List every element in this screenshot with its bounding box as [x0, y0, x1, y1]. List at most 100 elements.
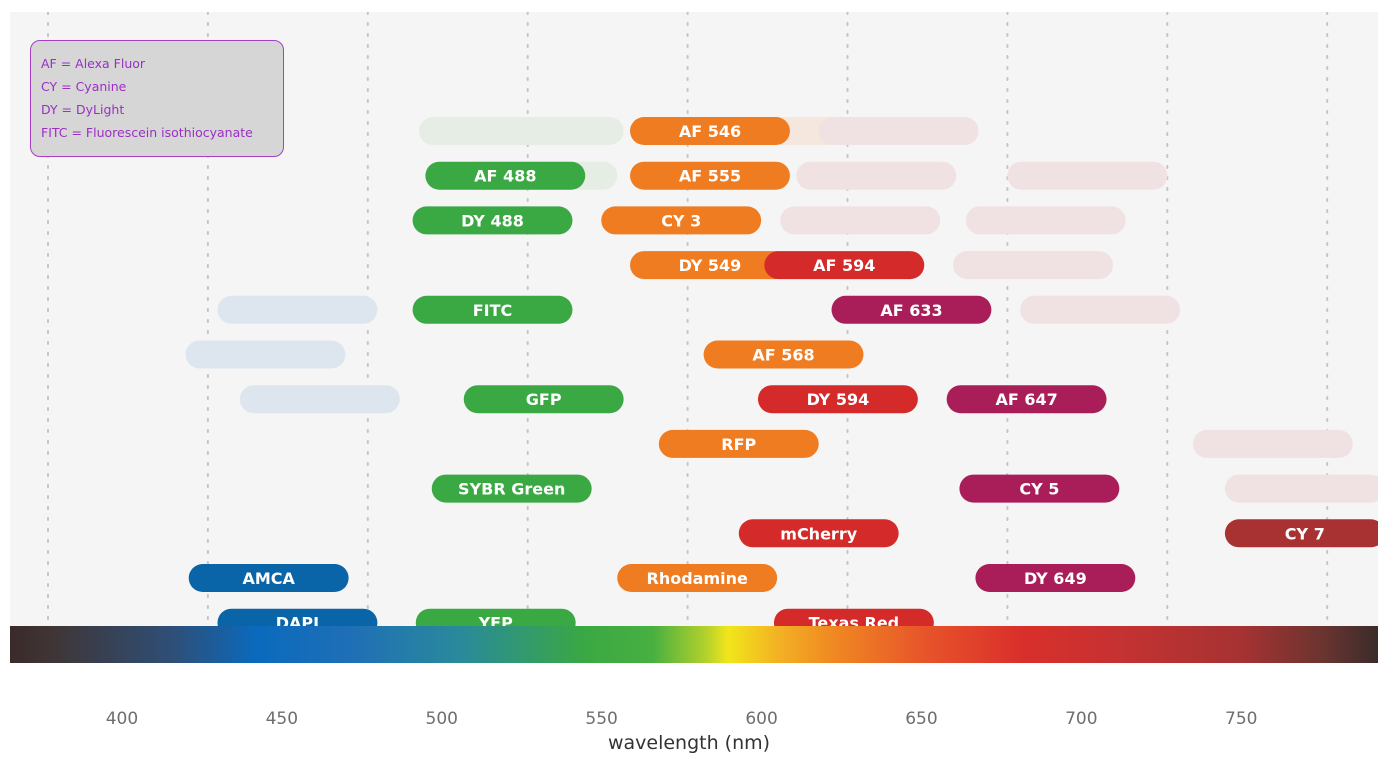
x-axis-label: wavelength (nm)	[607, 732, 771, 754]
fluorophore-label: AF 633	[880, 301, 942, 320]
fluorophore-label: DY 488	[461, 211, 524, 230]
fluorophore-label: AMCA	[242, 569, 295, 588]
fluorophore-bar-shape	[764, 251, 925, 280]
fluorophore-label: DY 649	[1024, 569, 1087, 588]
faded-range-bar	[965, 206, 1126, 235]
fluorophore-bar: CY 7	[1224, 519, 1378, 548]
fluorophore-label: GFP	[526, 390, 562, 409]
fluorophore-bar: mCherry	[738, 519, 899, 548]
faded-range-bar	[239, 385, 400, 414]
fluorophore-label: CY 5	[1019, 480, 1059, 499]
faded-range-bar	[796, 161, 957, 190]
fluorophore-label: DAPI	[276, 614, 319, 626]
faded-range-bar	[953, 251, 1113, 280]
fluorophore-bar-shape	[431, 474, 592, 503]
fluorophore-bar: AMCA	[188, 564, 349, 592]
fluorophore-label: AF 594	[813, 256, 875, 275]
x-tick-label: 450	[266, 709, 298, 729]
faded-range-bar	[1007, 161, 1168, 190]
fluorophore-label: mCherry	[780, 524, 857, 543]
fluorophore-bar: CY 3	[601, 206, 762, 235]
faded-range-bar	[1192, 429, 1353, 458]
fluorophore-label: CY 7	[1285, 524, 1325, 543]
plot-area: AMCA DAPI AF 488 DY 488 FITC GFP SYBR Green YFP…	[10, 12, 1378, 626]
fluorophore-bar: AF 568	[703, 340, 864, 369]
fluorophore-bar-shape	[757, 385, 918, 414]
fluorophore-bar: DAPI	[217, 608, 378, 626]
fluorophore-bar: AF 633	[831, 295, 992, 324]
fluorophore-bar-shape	[946, 385, 1107, 414]
faded-range-bar	[1020, 295, 1181, 324]
fluorophore-bar: AF 546	[630, 117, 790, 145]
fluorophore-bar: DY 549	[630, 251, 790, 280]
fluorophore-label: AF 568	[752, 346, 814, 365]
fluorophore-bar-shape	[425, 161, 586, 190]
x-tick-label: 400	[106, 709, 138, 729]
fluorophore-label: DY 549	[679, 256, 742, 275]
fluorophore-bar-shape	[831, 295, 992, 324]
fluorophore-label: CY 3	[661, 211, 701, 230]
fluorophore-bar-shape	[975, 564, 1136, 592]
fluorophore-bar-shape	[217, 608, 378, 626]
x-tick-label: 500	[426, 709, 458, 729]
fluorophore-bar: RFP	[658, 429, 819, 458]
faded-range-bar	[185, 340, 346, 369]
fluorophore-bar-shape	[703, 340, 864, 369]
legend-line-af: AF = Alexa Fluor	[41, 56, 146, 71]
faded-range-bar	[1224, 474, 1378, 503]
fluorophore-label: SYBR Green	[458, 480, 565, 499]
fluorophore-bar-shape	[463, 385, 624, 414]
fluorophore-bar: AF 488	[425, 161, 586, 190]
fluorophore-bar-shape	[412, 295, 573, 324]
fluorophore-label: AF 647	[995, 390, 1057, 409]
fluorophore-bar: CY 5	[959, 474, 1120, 503]
x-tick-label: 700	[1065, 709, 1097, 729]
legend-line-dy: DY = DyLight	[41, 102, 125, 117]
fluorophore-label: AF 555	[679, 167, 741, 186]
fluorophore-bar-shape	[630, 117, 790, 145]
fluorophore-bar: AF 594	[764, 251, 925, 280]
fluorophore-bar: DY 649	[975, 564, 1136, 592]
x-tick-label: 750	[1225, 709, 1257, 729]
fluorophore-bar: Texas Red	[773, 608, 934, 626]
x-tick-label: 600	[745, 709, 777, 729]
fluorophore-bar: DY 488	[412, 206, 573, 235]
fluorophore-bar-shape	[773, 608, 934, 626]
fluorophore-bar: Rhodamine	[617, 564, 778, 592]
fluorophore-label: YFP	[478, 614, 514, 626]
color-spectrum-bar	[10, 626, 1378, 663]
faded-range-bar	[418, 117, 579, 145]
fluorophore-bar-shape	[415, 608, 576, 626]
fluorophore-bar-shape	[1224, 519, 1378, 548]
fluorophore-bar: GFP	[463, 385, 624, 414]
faded-range-bar	[780, 206, 941, 235]
x-axis-ticks: 400 450 500 550 600 650 700 750	[106, 709, 1258, 729]
x-tick-label: 550	[585, 709, 617, 729]
fluorophore-label: Rhodamine	[647, 569, 749, 588]
fluorophore-bar-shape	[617, 564, 778, 592]
faded-range-bar	[818, 117, 979, 145]
fluorophore-label: DY 594	[807, 390, 870, 409]
fluorophore-bar: FITC	[412, 295, 573, 324]
fluorophore-bar: SYBR Green	[431, 474, 592, 503]
fluorophore-label: RFP	[721, 435, 756, 454]
fluorophore-bar-shape	[738, 519, 899, 548]
legend-line-fitc: FITC = Fluorescein isothiocyanate	[41, 125, 253, 140]
faded-range-bar	[217, 295, 378, 324]
abbreviation-legend: AF = Alexa Fluor CY = Cyanine DY = DyLig…	[30, 40, 284, 157]
x-tick-label: 650	[905, 709, 937, 729]
fluorophore-bar: AF 647	[946, 385, 1107, 414]
fluorophore-bar-shape	[601, 206, 762, 235]
legend-line-cy: CY = Cyanine	[41, 79, 127, 94]
fluorophore-bar-shape	[658, 429, 819, 458]
fluorophore-label: AF 488	[474, 167, 536, 186]
fluorophore-bar: YFP	[415, 608, 576, 626]
fluorophore-bar-shape	[630, 161, 790, 190]
fluorophore-bar-shape	[412, 206, 573, 235]
fluorophore-bar: DY 594	[757, 385, 918, 414]
fluorophore-bar-shape	[188, 564, 349, 592]
fluorophore-label: AF 546	[679, 122, 741, 141]
fluorophore-bar-shape	[630, 251, 790, 280]
fluorophore-label: FITC	[473, 301, 513, 320]
fluorophore-label: Texas Red	[809, 614, 899, 626]
